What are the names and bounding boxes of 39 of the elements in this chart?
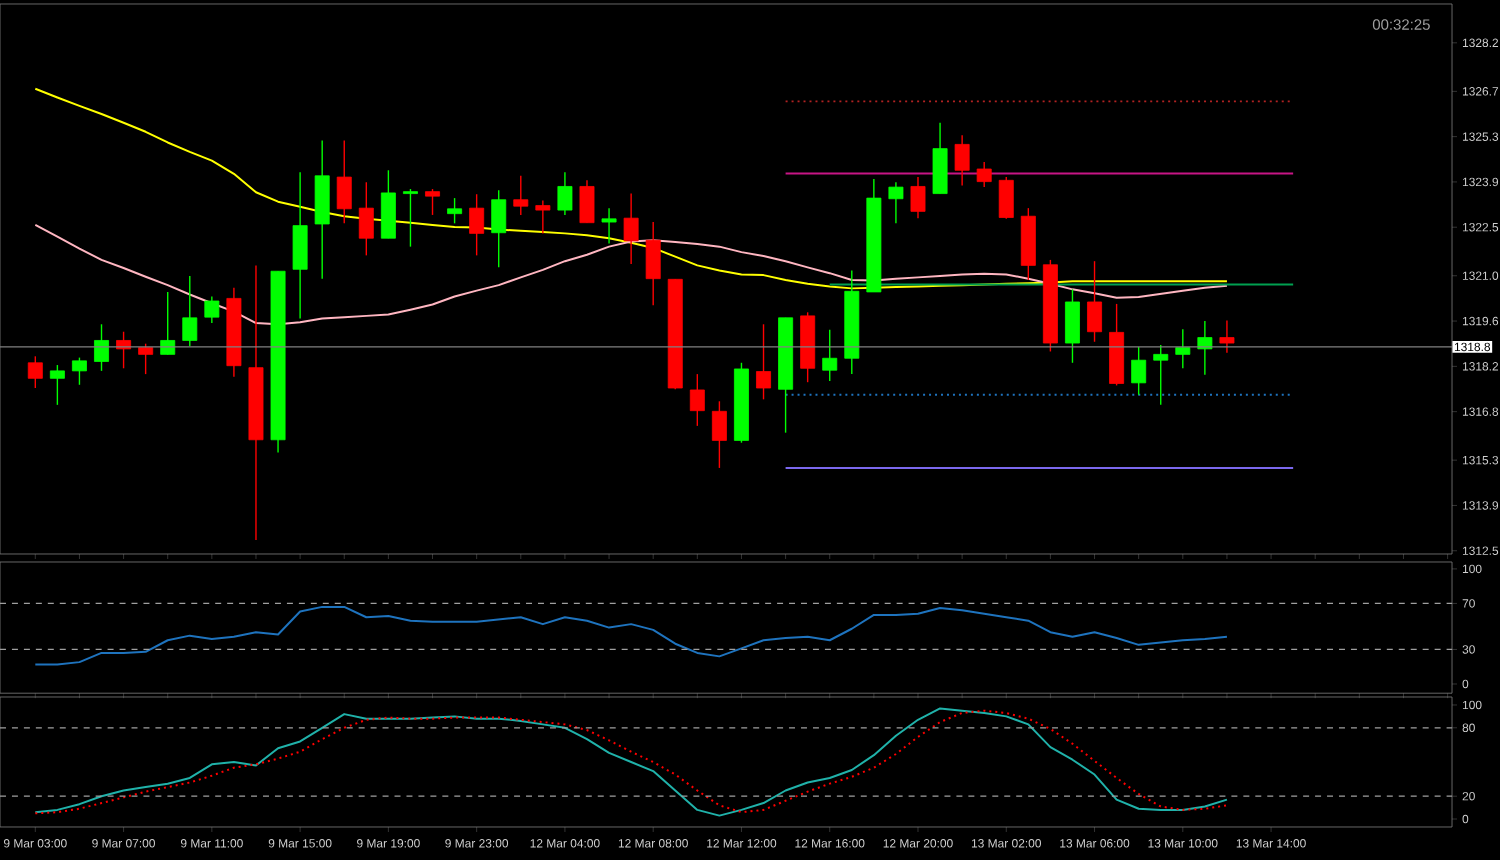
- candlestick: [910, 176, 926, 219]
- candlestick: [601, 207, 617, 245]
- candlestick: [998, 176, 1014, 220]
- candlestick: [1087, 260, 1102, 343]
- candlestick: [756, 323, 771, 401]
- candlestick: [513, 175, 529, 216]
- candlestick: [27, 355, 43, 389]
- candlestick: [888, 181, 904, 225]
- candlestick: [204, 295, 220, 324]
- candlestick: [402, 188, 418, 248]
- candlestick: [336, 139, 352, 225]
- candlestick: [358, 181, 374, 257]
- candlestick: [292, 171, 308, 320]
- candlestick: [645, 221, 661, 306]
- candlestick: [182, 275, 198, 347]
- candlestick: [1219, 319, 1235, 354]
- candlestick: [689, 373, 705, 427]
- candlestick: [447, 197, 463, 225]
- candlestick: [557, 171, 573, 216]
- candlestick: [954, 134, 970, 187]
- candlestick: [623, 192, 639, 265]
- candlestick: [1131, 346, 1147, 396]
- candlestick: [976, 161, 992, 188]
- candlestick: [49, 364, 65, 406]
- candlestick: [469, 193, 485, 257]
- candlestick: [711, 400, 727, 469]
- candlestick: [822, 329, 838, 382]
- candlestick: [1153, 344, 1169, 406]
- candlestick: [1065, 288, 1080, 364]
- candlestick: [579, 179, 595, 224]
- candlestick: [380, 169, 396, 239]
- candlestick: [71, 356, 87, 386]
- candlestick: [932, 122, 948, 195]
- candlestick: [1175, 328, 1191, 369]
- candlestick: [535, 199, 551, 235]
- candlestick: [425, 188, 440, 216]
- candlestick: [138, 343, 154, 375]
- candlestick: [491, 189, 507, 269]
- candlestick: [94, 323, 109, 372]
